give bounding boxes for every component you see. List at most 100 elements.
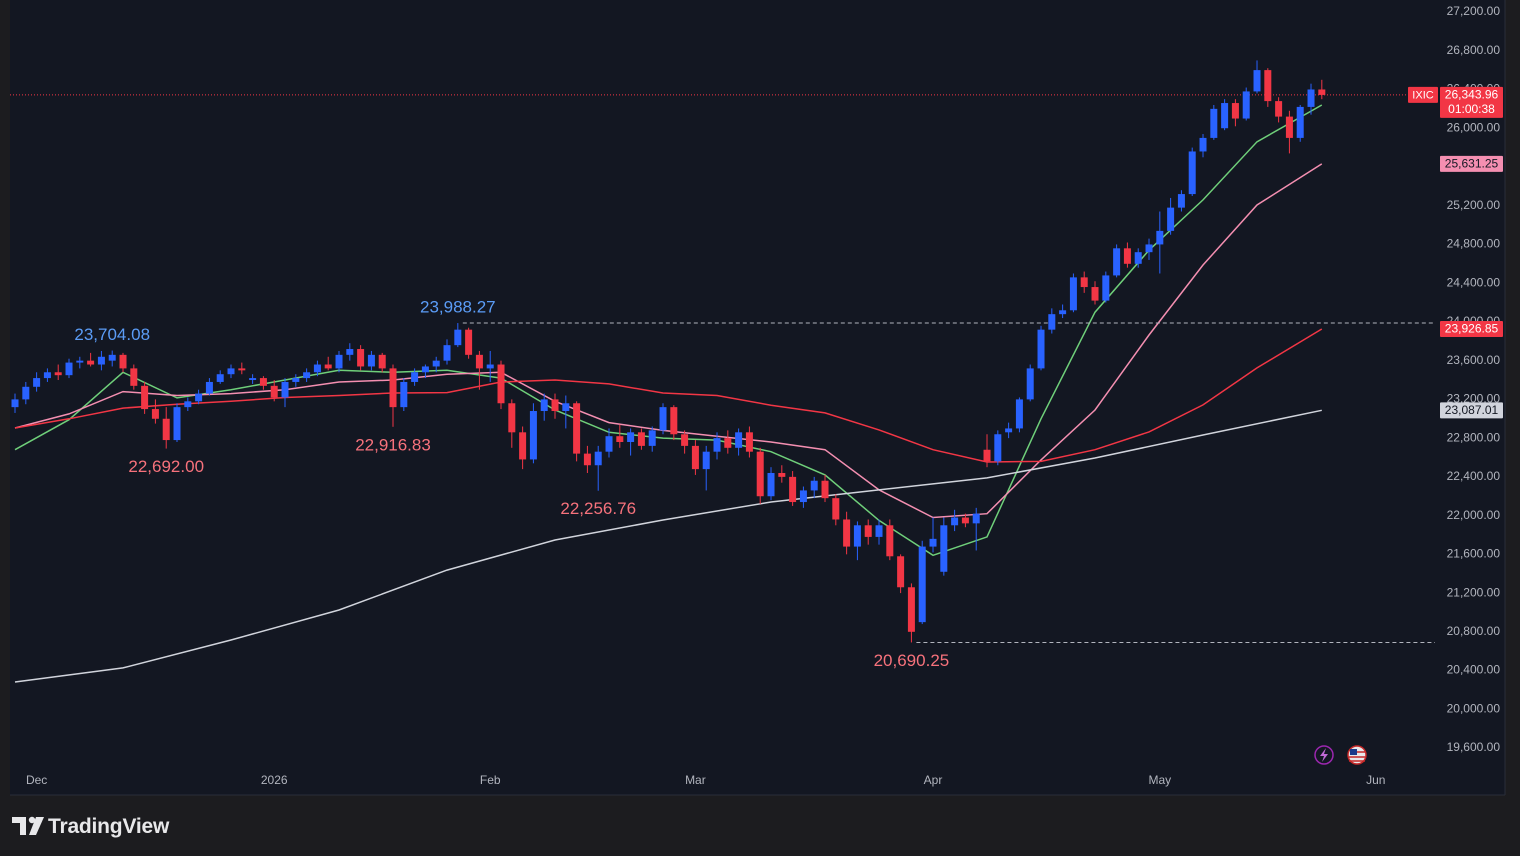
- candle-body: [875, 525, 883, 537]
- price-annotation: 23,988.27: [420, 298, 496, 317]
- x-tick-label: Jun: [1366, 773, 1385, 787]
- candle-body: [33, 378, 41, 387]
- y-tick-label: 22,000.00: [1447, 508, 1501, 522]
- candle-body: [475, 354, 483, 369]
- candle-body: [303, 372, 311, 379]
- candle-body: [1199, 137, 1207, 152]
- candle-body: [497, 364, 505, 404]
- candle-body: [411, 372, 419, 382]
- candle-body: [281, 381, 289, 398]
- candle-body: [1091, 287, 1099, 301]
- candle-body: [756, 451, 764, 497]
- candle-body: [1285, 116, 1293, 138]
- candle-body: [832, 498, 840, 520]
- candle-body: [616, 436, 624, 443]
- brand-name[interactable]: TradingView: [48, 815, 170, 838]
- y-tick-label: 27,200.00: [1447, 4, 1501, 18]
- bottom-icons: [1314, 745, 1367, 765]
- candle-body: [292, 378, 300, 382]
- candle-body: [551, 399, 559, 412]
- candle-body: [389, 368, 397, 408]
- lightning-glyph: [1320, 748, 1328, 762]
- candle-body: [702, 451, 710, 470]
- candle-body: [346, 349, 354, 355]
- x-tick-label: Feb: [480, 773, 501, 787]
- candle-body: [778, 472, 786, 477]
- candle-body: [519, 432, 527, 460]
- candle-body: [400, 381, 408, 408]
- candle-body: [1134, 252, 1142, 264]
- candle-body: [864, 525, 872, 537]
- candle-body: [940, 525, 948, 572]
- candle-body: [918, 546, 926, 623]
- candle-body: [583, 453, 591, 466]
- candle-body: [1048, 314, 1056, 330]
- candle-body: [173, 407, 181, 441]
- candle-body: [259, 378, 267, 386]
- candle-body: [659, 407, 667, 431]
- candle-body: [713, 438, 721, 452]
- candle-body: [972, 513, 980, 524]
- symbol-tag: [1408, 86, 1438, 103]
- candle-body: [789, 476, 797, 503]
- logo-shape: [12, 817, 26, 835]
- candle-body: [1026, 368, 1034, 400]
- candle-body: [216, 374, 224, 382]
- y-tick-label: 22,400.00: [1447, 469, 1501, 483]
- candle-body: [443, 345, 451, 361]
- candle-body: [357, 349, 365, 367]
- y-tick-label: 23,200.00: [1447, 392, 1501, 406]
- brand-logo[interactable]: [10, 813, 50, 843]
- candle-body: [1307, 89, 1315, 107]
- candle-body: [76, 360, 84, 363]
- y-tick-label: 24,800.00: [1447, 237, 1501, 251]
- candle-body: [249, 378, 257, 381]
- y-tick-label: 20,000.00: [1447, 701, 1501, 715]
- moving-average-line: [14, 328, 1323, 463]
- candle-body: [1188, 151, 1196, 195]
- candle-body: [465, 329, 473, 355]
- candle-body: [270, 385, 278, 398]
- price-tag: [1440, 402, 1503, 419]
- candle-body: [195, 393, 203, 402]
- candle-body: [324, 364, 332, 369]
- candle-body: [184, 401, 192, 408]
- price-tag: [1440, 155, 1503, 172]
- candle-body: [1296, 106, 1304, 138]
- candle-body: [821, 480, 829, 499]
- candle-body: [1275, 101, 1283, 117]
- candle-body: [1080, 277, 1088, 288]
- logo-shape: [29, 817, 44, 835]
- candle-body: [529, 411, 537, 460]
- candle-body: [735, 432, 743, 448]
- candle-body: [432, 360, 440, 367]
- candle-body: [799, 490, 807, 503]
- price-tag-label: 23,926.85: [1445, 322, 1499, 336]
- y-tick-label: 21,200.00: [1447, 585, 1501, 599]
- logo-shape: [28, 816, 36, 824]
- candle-body: [22, 386, 30, 400]
- candle-body: [961, 517, 969, 524]
- candle-body: [1242, 91, 1250, 119]
- candle-body: [670, 407, 678, 435]
- candle-body: [227, 368, 235, 375]
- candle-body: [843, 519, 851, 547]
- x-tick-label: 2026: [261, 773, 288, 787]
- candle-body: [853, 525, 861, 547]
- price-annotation: 22,256.76: [560, 499, 636, 518]
- candle-body: [1231, 103, 1239, 119]
- candle-body: [108, 354, 116, 361]
- candle-body: [238, 368, 246, 371]
- countdown-label: 01:00:38: [1448, 102, 1495, 116]
- lightning-icon[interactable]: [1314, 745, 1334, 765]
- moving-average-line: [14, 104, 1323, 557]
- candle-body: [313, 364, 321, 373]
- candle-body: [745, 432, 753, 452]
- y-tick-label: 26,800.00: [1447, 43, 1501, 57]
- candle-body: [929, 538, 937, 547]
- candle-body: [508, 403, 516, 433]
- candle-body: [907, 587, 915, 632]
- candle-body: [65, 362, 73, 376]
- candle-body: [1210, 108, 1218, 138]
- footer: TradingView: [0, 797, 1520, 856]
